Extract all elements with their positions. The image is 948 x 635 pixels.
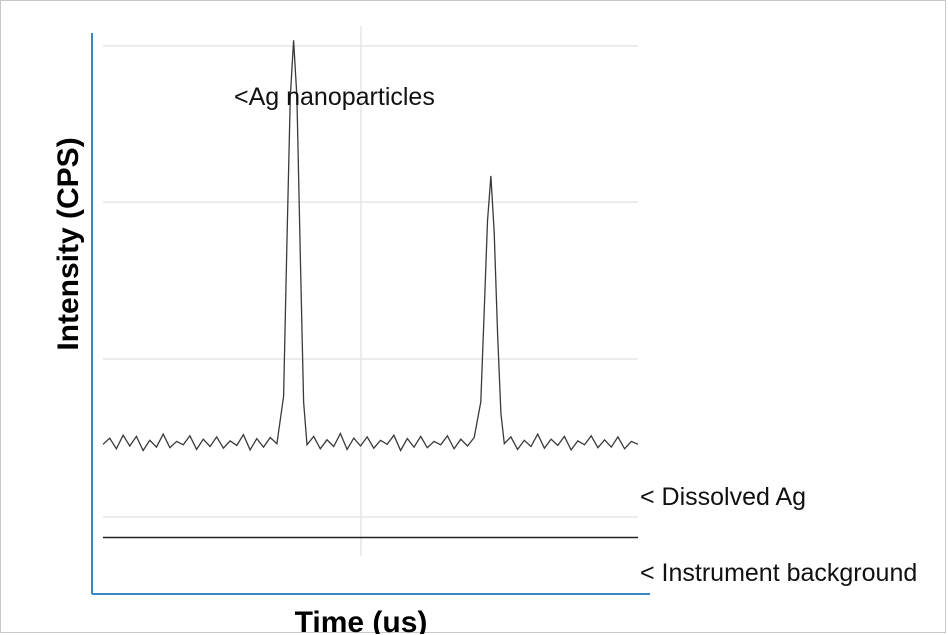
annotation-dissolved-ag: < Dissolved Ag [640, 483, 806, 511]
annotation-instrument-background: < Instrument background [640, 559, 917, 587]
grid [103, 26, 638, 556]
signal-series-line [102, 40, 639, 452]
y-axis-label: Intensity (CPS) [52, 137, 85, 350]
annotation-ag-nanoparticles: <Ag nanoparticles [234, 83, 435, 111]
x-axis-label: Time (us) [295, 606, 428, 634]
